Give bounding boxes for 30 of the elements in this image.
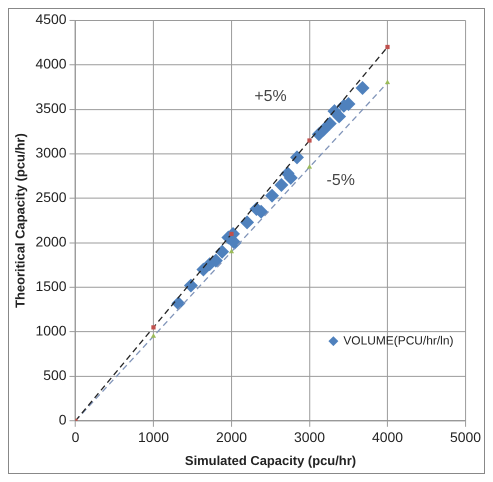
legend-label: VOLUME(PCU/hr/ln)	[343, 333, 454, 348]
point	[240, 215, 254, 230]
y-tick-label: 4000	[35, 56, 67, 72]
x-axis-title: Simulated Capacity (pcu/hr)	[184, 452, 356, 468]
point	[356, 81, 370, 95]
annotation: +5%	[254, 88, 287, 105]
y-tick-label: 2500	[35, 189, 67, 206]
point	[215, 244, 230, 259]
y-tick-label: 1500	[35, 278, 67, 294]
point	[265, 188, 280, 203]
point	[184, 278, 198, 293]
x-tick-label: 1000	[138, 428, 170, 445]
x-tick-label: 3000	[294, 428, 326, 445]
y-tick-label: 2000	[35, 234, 67, 250]
y-tick-label: 0	[58, 412, 67, 428]
point	[228, 236, 242, 250]
annotation: -5%	[326, 172, 355, 189]
point	[322, 116, 337, 131]
y-tick-label: 500	[43, 367, 67, 384]
y-tick-label: 3500	[35, 100, 67, 116]
point	[274, 178, 288, 192]
y-tick-label: 3000	[35, 144, 67, 161]
x-tick-label: 2000	[216, 428, 248, 445]
x-tick-label: 5000	[450, 428, 482, 445]
x-tick-label: 4000	[372, 428, 404, 445]
y-tick-label: 4500	[35, 11, 67, 28]
point	[290, 150, 304, 164]
y-tick-label: 1000	[35, 322, 67, 339]
y-axis-title: Theoritical Capacity (pcu/hr)	[12, 133, 28, 308]
x-tick-label: 0	[72, 428, 80, 445]
